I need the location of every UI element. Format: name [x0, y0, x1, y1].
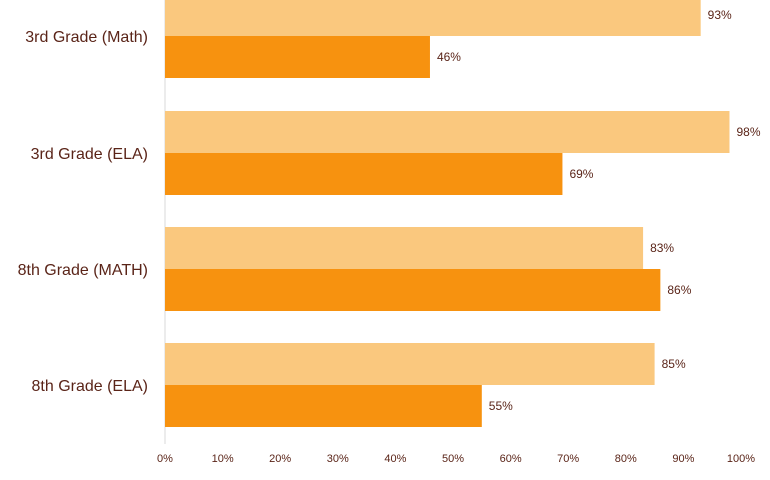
data-label-2-4: 55%	[489, 399, 513, 413]
category-label-3: 8th Grade (MATH)	[18, 262, 148, 279]
data-labels: 93% 46% 98% 69% 83% 86% 85% 55%	[437, 8, 761, 413]
bar-1-1	[165, 0, 701, 36]
x-tick-label-8: 80%	[615, 453, 637, 465]
x-tick-label-10: 100%	[727, 453, 755, 465]
x-tick-label-2: 20%	[269, 453, 291, 465]
category-label-1: 3rd Grade (Math)	[25, 29, 148, 46]
bar-2-1	[165, 36, 430, 78]
x-tick-label-1: 10%	[212, 453, 234, 465]
data-label-1-4: 85%	[662, 357, 686, 371]
x-tick-label-4: 40%	[384, 453, 406, 465]
data-label-2-1: 46%	[437, 50, 461, 64]
bar-2-2	[165, 153, 563, 195]
bar-2-3	[165, 269, 661, 311]
data-label-2-2: 69%	[569, 167, 593, 181]
data-label-1-1: 93%	[708, 8, 732, 22]
bar-1-3	[165, 227, 644, 269]
data-label-2-3: 86%	[667, 283, 691, 297]
bar-1-4	[165, 343, 655, 385]
x-tick-label-0: 0%	[157, 453, 173, 465]
bars-group	[165, 0, 730, 427]
data-label-1-2: 98%	[736, 125, 760, 139]
x-tick-label-3: 30%	[327, 453, 349, 465]
category-label-4: 8th Grade (ELA)	[32, 378, 149, 395]
bar-1-2	[165, 111, 730, 153]
x-tick-label-7: 70%	[557, 453, 579, 465]
x-axis-ticks: 0% 10% 20% 30% 40% 50% 60% 70% 80% 90% 100%	[157, 453, 755, 465]
x-tick-label-9: 90%	[672, 453, 694, 465]
x-tick-label-6: 60%	[500, 453, 522, 465]
x-tick-label-5: 50%	[442, 453, 464, 465]
bar-2-4	[165, 385, 482, 427]
data-label-1-3: 83%	[650, 241, 674, 255]
category-label-2: 3rd Grade (ELA)	[31, 146, 148, 163]
category-labels: 3rd Grade (Math) 3rd Grade (ELA) 8th Grade…	[18, 29, 148, 395]
